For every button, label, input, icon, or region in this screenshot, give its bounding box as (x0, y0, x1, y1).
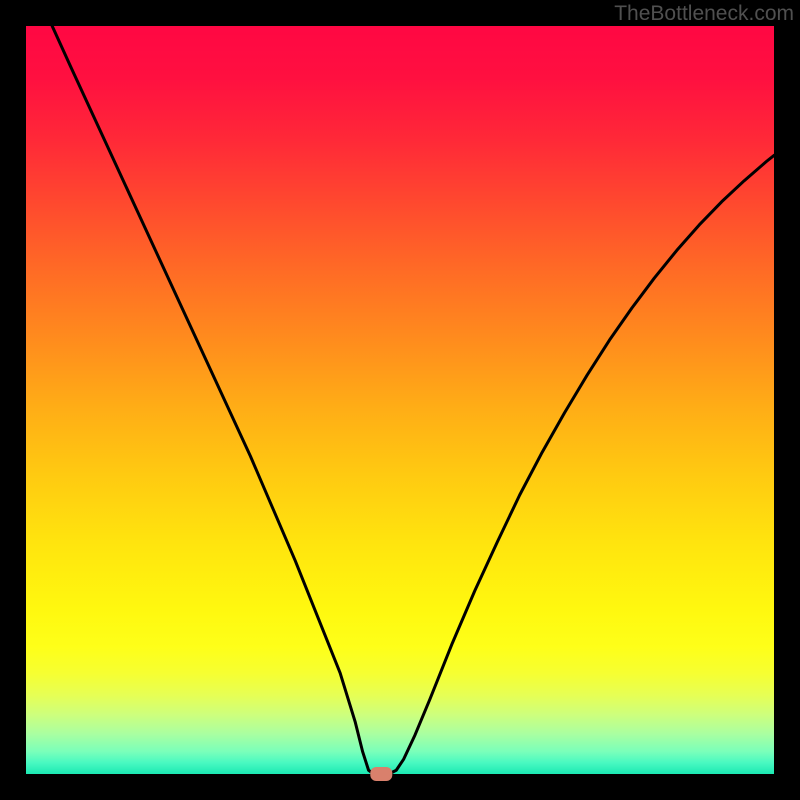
bottleneck-chart (0, 0, 800, 800)
chart-container: TheBottleneck.com (0, 0, 800, 800)
attribution-text: TheBottleneck.com (614, 2, 794, 26)
optimal-marker (370, 767, 392, 781)
